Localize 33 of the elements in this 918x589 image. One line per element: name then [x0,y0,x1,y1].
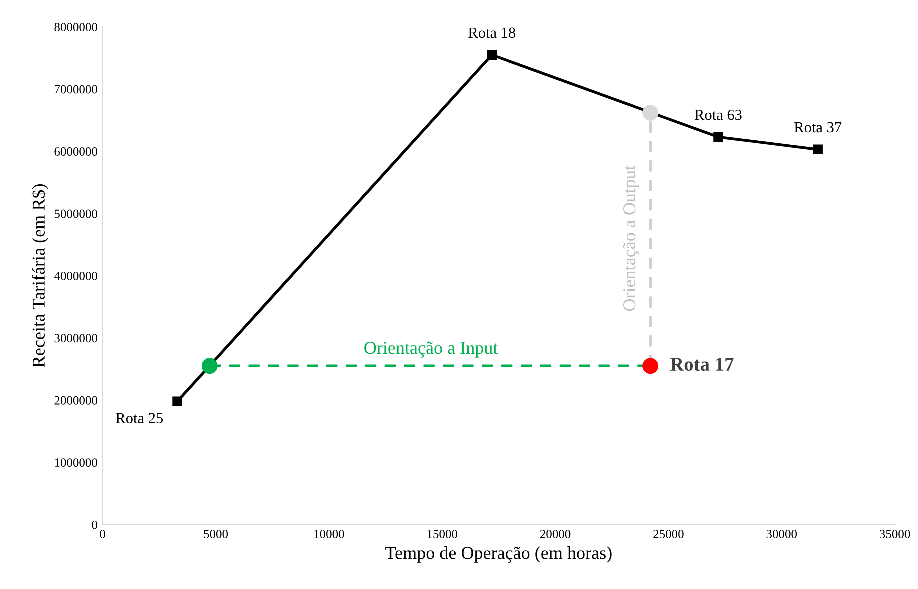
x-tick-label: 15000 [428,530,458,538]
x-tick-label: 10000 [314,530,344,538]
x-tick-label: 5000 [204,530,228,538]
annotation: Rota 18 [468,28,516,38]
point [642,104,659,121]
x-tick-label: 0 [100,530,106,538]
point [202,358,218,374]
y-axis-title: Receita Tarifária (em R$) [32,184,49,368]
y-tick-label: 3000000 [54,334,98,343]
point [487,50,498,60]
y-tick-label: 8000000 [54,23,98,32]
y-tick-label: 6000000 [54,148,98,156]
annotation: Orientação a Output [623,166,640,312]
x-tick-label: 20000 [540,530,571,538]
x-tick-label: 25000 [654,530,684,538]
y-tick-label: 4000000 [54,272,98,280]
point [172,396,182,406]
y-tick-label: 7000000 [55,85,98,94]
point [813,144,823,155]
y-tick-label: 5000000 [54,210,98,218]
x-axis-title: Tempo de Operação (em horas) [386,546,612,563]
annotation: Rota 63 [694,110,742,120]
y-tick-label: 1000000 [55,458,98,468]
y-tick-label: 0 [92,520,98,530]
x-tick-label: 30000 [766,530,798,538]
point [714,132,724,142]
y-tick-label: 2000000 [54,396,98,405]
x-tick-label: 35000 [880,530,910,538]
point [642,358,659,374]
annotation: Rota 37 [794,122,842,133]
annotation: Orientação a Input [364,342,498,358]
annotation: Rota 17 [670,358,734,372]
annotation: Rota 25 [116,413,164,424]
